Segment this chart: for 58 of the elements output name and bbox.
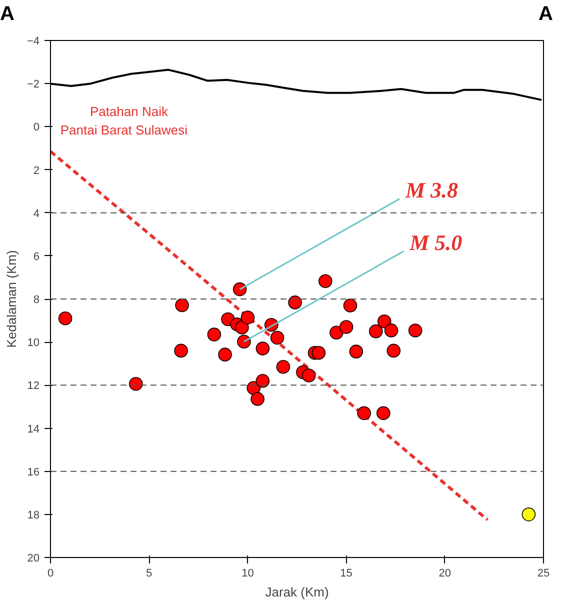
- point: [522, 508, 536, 522]
- point: [288, 296, 302, 310]
- point: [318, 274, 332, 288]
- point: [237, 334, 251, 349]
- point: [408, 324, 422, 338]
- point: [207, 328, 222, 342]
- point: [256, 342, 270, 356]
- annotation: Pantai Barat Sulawesi: [60, 122, 188, 138]
- y-tick-label: 18: [27, 509, 40, 522]
- y-tick-label: 0: [33, 122, 40, 134]
- point: [174, 344, 188, 358]
- point: [232, 282, 247, 296]
- annotation: Patahan Naik: [90, 104, 168, 120]
- point: [343, 298, 358, 312]
- point: [276, 360, 290, 374]
- x-tick-label: 10: [242, 568, 254, 580]
- x-axis-title: Jarak (Km): [265, 584, 329, 600]
- y-tick-label: 10: [27, 337, 40, 350]
- point: [349, 344, 364, 358]
- y-tick-label: 8: [33, 294, 40, 306]
- point: [235, 320, 249, 334]
- point: [250, 392, 264, 406]
- point: [58, 312, 72, 326]
- y-axis-title: Kedalaman (Km): [4, 250, 19, 348]
- point: [330, 326, 344, 340]
- y-tick-label: 16: [27, 466, 40, 478]
- x-tick-label: 0: [47, 568, 54, 580]
- point: [384, 324, 398, 338]
- point: [175, 298, 189, 312]
- point: [376, 406, 390, 420]
- point: [368, 324, 383, 338]
- y-tick-label: 2: [33, 164, 40, 177]
- x-tick-label: 25: [537, 568, 550, 580]
- y-tick-label: −4: [26, 36, 40, 48]
- point: [357, 406, 371, 420]
- text: A: [538, 2, 553, 27]
- point: [240, 310, 255, 324]
- point: [302, 368, 316, 382]
- point: [128, 376, 143, 391]
- y-tick-label: 4: [33, 208, 40, 220]
- point: [256, 374, 270, 388]
- x-tick-label: 15: [340, 568, 352, 580]
- annotation: M 5.0: [408, 230, 462, 256]
- point: [312, 346, 326, 360]
- text: A: [0, 2, 14, 27]
- point: [218, 348, 232, 362]
- annotation: M 3.8: [404, 178, 458, 203]
- y-tick-label: 20: [27, 552, 40, 564]
- point: [386, 344, 401, 358]
- y-tick-label: 12: [27, 380, 40, 392]
- point: [339, 320, 354, 334]
- y-tick-label: 6: [33, 250, 40, 263]
- x-tick-label: 20: [438, 568, 452, 580]
- y-tick-label: 14: [27, 423, 40, 436]
- x-tick-label: 5: [146, 568, 152, 580]
- point: [377, 314, 392, 328]
- y-tick-label: −2: [26, 78, 40, 91]
- point: [270, 330, 284, 345]
